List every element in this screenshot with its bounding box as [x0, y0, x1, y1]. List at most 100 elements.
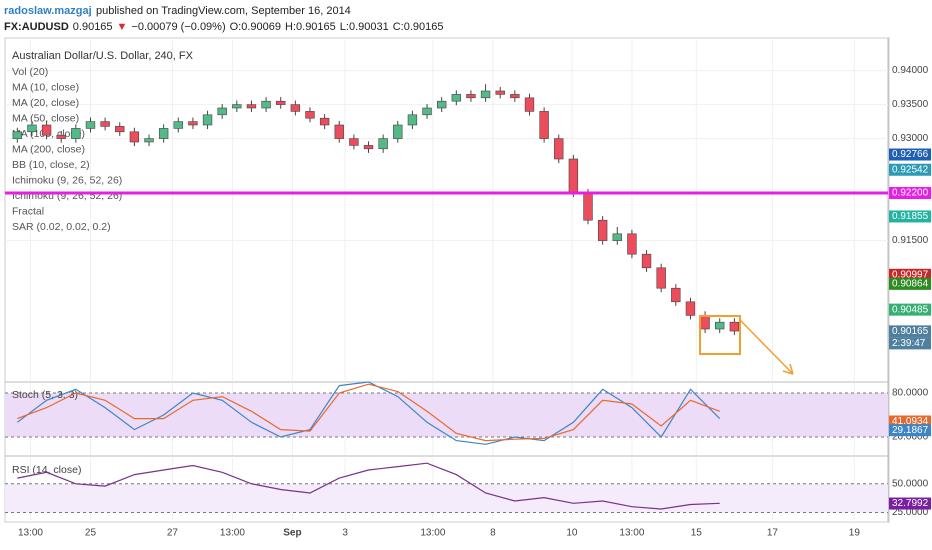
price-label: 0.90485 — [892, 304, 929, 315]
price-label: 29.1867 — [892, 425, 929, 436]
y-tick-label: 0.94000 — [892, 65, 929, 76]
candle-body — [85, 121, 96, 129]
y-tick-label: 0.93500 — [892, 99, 929, 110]
y-tick-label: 25.0000 — [892, 507, 929, 518]
candle-body — [539, 111, 549, 139]
price-label-box — [889, 163, 931, 176]
y-tick-label: 50.0000 — [892, 478, 929, 489]
x-tick-label: 3 — [342, 528, 348, 539]
annotation-arrow — [739, 319, 794, 375]
candle-body — [363, 145, 374, 150]
y-tick-label: 0.91500 — [892, 235, 929, 246]
panel-title: Stoch (5, 3, 3) — [12, 389, 78, 401]
symbol: FX:AUDUSD — [4, 21, 69, 33]
candle-body — [27, 124, 37, 133]
candle-body — [246, 104, 257, 109]
price-label-box — [889, 303, 931, 316]
candle-body — [217, 107, 227, 116]
candle-body — [685, 301, 696, 316]
price-label: 0.92200 — [892, 188, 929, 199]
x-tick-label: 13:00 — [619, 528, 644, 539]
candle-body — [158, 128, 169, 139]
x-tick-label: 15 — [691, 528, 703, 539]
candle-body — [510, 94, 520, 99]
annotation-box — [699, 315, 741, 355]
ohlc-label: O: — [230, 21, 242, 33]
legend-entry: Fractal — [12, 205, 44, 217]
indicator-line — [16, 381, 721, 445]
candle-body — [627, 233, 637, 255]
candle-body — [261, 100, 271, 109]
legend-entry: MA (20, close) — [12, 97, 79, 109]
candle-body — [202, 114, 213, 126]
candle-body — [393, 124, 403, 139]
price-label: 0.92766 — [892, 149, 929, 160]
ohlc-value: 0.90165 — [404, 21, 444, 33]
candle-body — [729, 321, 740, 332]
candle-body — [436, 100, 447, 109]
band-shade — [5, 483, 888, 513]
indicator-line — [17, 462, 720, 510]
candle-body — [378, 138, 388, 150]
candle-body — [480, 90, 491, 99]
panel-title: RSI (14, close) — [12, 464, 81, 476]
candle-body — [612, 233, 622, 241]
y-tick-label: 20.0000 — [892, 432, 929, 443]
candle-body — [232, 104, 242, 109]
x-tick-label: 13:00 — [220, 528, 245, 539]
x-tick-label: 13:00 — [420, 528, 445, 539]
price-label: 0.91855 — [892, 211, 929, 222]
price-label: 0.92542 — [892, 164, 929, 175]
price-label-box — [889, 497, 931, 510]
x-tick-label: 10 — [566, 528, 578, 539]
candle-body — [334, 124, 344, 139]
price-label-box — [889, 148, 931, 161]
annotation-arrowhead — [782, 363, 794, 375]
price-label: 0.90864 — [892, 278, 929, 289]
change: −0.00079 (−0.09%) — [131, 21, 225, 33]
band-shade — [5, 392, 888, 437]
countdown: 2:39:47 — [892, 338, 926, 349]
candle-body — [319, 117, 330, 126]
candle-body — [422, 107, 432, 116]
candle-body — [56, 134, 66, 139]
legend-entry: MA (50, close) — [12, 112, 79, 124]
candle-body — [129, 131, 140, 143]
ohlc-label: L: — [340, 21, 349, 33]
candle-body — [554, 138, 564, 160]
candle-body — [115, 126, 125, 133]
legend-entry: Ichimoku (9, 26, 52, 26) — [12, 174, 122, 186]
price-label-box — [889, 424, 931, 437]
candle-body — [41, 124, 52, 136]
ohlc-value: 0.90165 — [296, 21, 336, 33]
countdown-box — [889, 337, 931, 350]
x-tick-label: 19 — [849, 528, 861, 539]
price-label-box — [889, 268, 931, 281]
author[interactable]: radoslaw.mazgaj — [4, 5, 92, 17]
indicator-line — [17, 383, 720, 442]
candle-body — [524, 97, 535, 112]
ohlc-value: 0.90031 — [349, 21, 389, 33]
candle-body — [583, 192, 593, 221]
y-tick-label: 80.0000 — [892, 388, 929, 399]
price-label: 41.0934 — [892, 416, 929, 427]
candle-body — [715, 321, 725, 330]
x-tick-label: 13:00 — [18, 528, 43, 539]
price-label-box — [889, 210, 931, 223]
legend-entry: Vol (20) — [12, 66, 48, 78]
price-label: 0.90997 — [892, 269, 929, 280]
candle-body — [144, 138, 154, 143]
candle-body — [495, 90, 505, 95]
candle-body — [407, 114, 418, 126]
price-label-box — [889, 277, 931, 290]
legend-entry: MA (200, close) — [12, 143, 85, 155]
ohlc-value: 0.90069 — [241, 21, 281, 33]
candle-body — [290, 104, 301, 112]
price-label: 0.90165 — [892, 326, 929, 337]
candle-body — [641, 253, 652, 269]
legend-entry: BB (10, close, 2) — [12, 159, 90, 171]
candle-body — [100, 121, 110, 127]
ohlc-label: H: — [285, 21, 296, 33]
